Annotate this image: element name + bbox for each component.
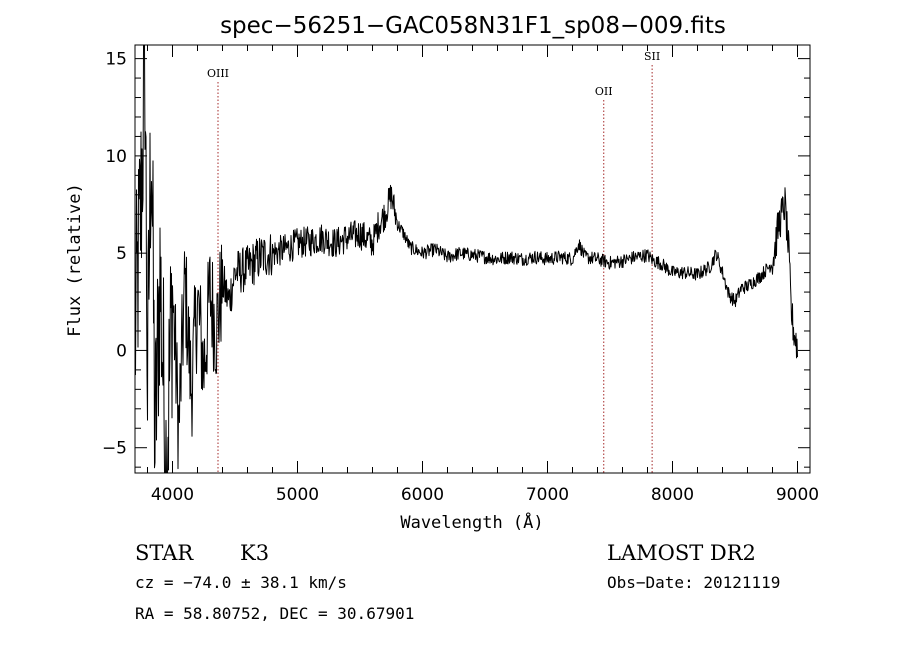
object-subclass: K3: [240, 541, 269, 565]
plot-border: [134, 44, 811, 474]
emission-line-label: SII: [644, 50, 660, 63]
x-axis-ticks: 4000 5000 6000 7000 8000 9000: [147, 45, 819, 505]
y-tick-label: 10: [105, 147, 127, 167]
y-tick-label: 0: [116, 341, 127, 361]
y-axis-ticks: −5 0 5 10 15: [102, 50, 810, 468]
y-tick-label: 5: [116, 244, 127, 264]
y-tick-label: 15: [105, 50, 127, 70]
survey-name: LAMOST DR2: [607, 541, 756, 565]
chart-title: spec−56251−GAC058N31F1_sp08−009.fits: [220, 13, 726, 39]
y-axis-label: Flux (relative): [65, 183, 85, 337]
emission-lines: OIII OII SII: [207, 50, 660, 473]
x-tick-label: 6000: [401, 485, 444, 505]
x-tick-label: 4000: [151, 485, 194, 505]
spectrum-series: [134, 44, 798, 474]
emission-line-label: OII: [595, 85, 613, 98]
x-axis-label: Wavelength (Å): [400, 511, 543, 533]
redshift-cz: cz = −74.0 ± 38.1 km/s: [135, 573, 347, 592]
coordinates: RA = 58.80752, DEC = 30.67901: [135, 604, 414, 623]
object-class: STAR: [135, 541, 194, 565]
emission-line-label: OIII: [207, 67, 229, 80]
plot-frame: [134, 44, 811, 474]
x-tick-label: 8000: [651, 485, 694, 505]
x-tick-label: 5000: [276, 485, 319, 505]
observation-date: Obs−Date: 20121119: [607, 573, 780, 592]
x-tick-label: 9000: [776, 485, 819, 505]
y-tick-label: −5: [102, 439, 127, 459]
x-tick-label: 7000: [526, 485, 569, 505]
spectrum-line: [134, 44, 798, 474]
